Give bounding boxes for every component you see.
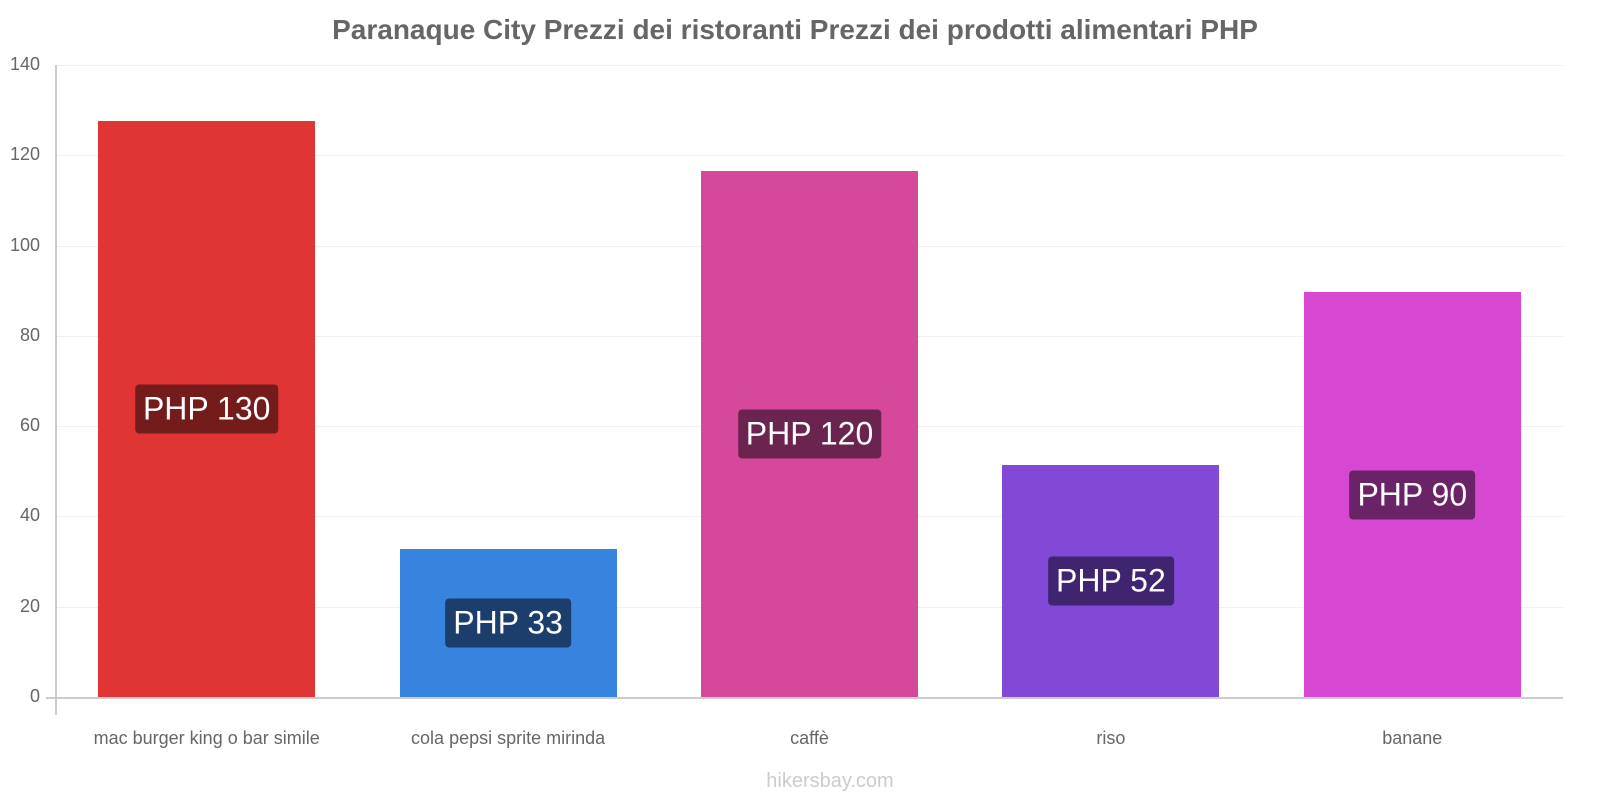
x-tick-label: mac burger king o bar simile xyxy=(94,728,320,749)
y-tick-label: 60 xyxy=(0,415,40,436)
gridline xyxy=(56,65,1563,66)
bar-value-label: PHP 33 xyxy=(445,598,571,647)
x-axis-line xyxy=(46,697,1563,699)
x-tick-label: cola pepsi sprite mirinda xyxy=(411,728,605,749)
y-tick-label: 40 xyxy=(0,505,40,526)
bar[interactable]: PHP 33 xyxy=(400,549,617,697)
y-tick-label: 100 xyxy=(0,235,40,256)
x-tick-label: caffè xyxy=(790,728,829,749)
chart-title: Paranaque City Prezzi dei ristoranti Pre… xyxy=(0,14,1590,46)
watermark: hikersbay.com xyxy=(0,770,1600,793)
bar-value-label: PHP 90 xyxy=(1349,470,1475,519)
bar-value-label: PHP 52 xyxy=(1048,556,1174,605)
bar-value-label: PHP 120 xyxy=(738,410,882,459)
y-tick-label: 0 xyxy=(0,686,40,707)
y-tick-label: 120 xyxy=(0,144,40,165)
y-axis-line xyxy=(55,65,57,715)
bar-value-label: PHP 130 xyxy=(135,384,279,433)
y-tick-label: 80 xyxy=(0,325,40,346)
bar[interactable]: PHP 52 xyxy=(1002,465,1219,697)
x-tick-label: riso xyxy=(1096,728,1125,749)
bar[interactable]: PHP 130 xyxy=(98,121,315,697)
y-tick-label: 20 xyxy=(0,596,40,617)
plot-area: PHP 130 PHP 33 PHP 120 PHP 52 PHP 90 xyxy=(56,65,1563,697)
bar[interactable]: PHP 120 xyxy=(701,171,918,697)
x-tick-label: banane xyxy=(1382,728,1442,749)
bar[interactable]: PHP 90 xyxy=(1304,292,1521,697)
y-tick-label: 140 xyxy=(0,54,40,75)
